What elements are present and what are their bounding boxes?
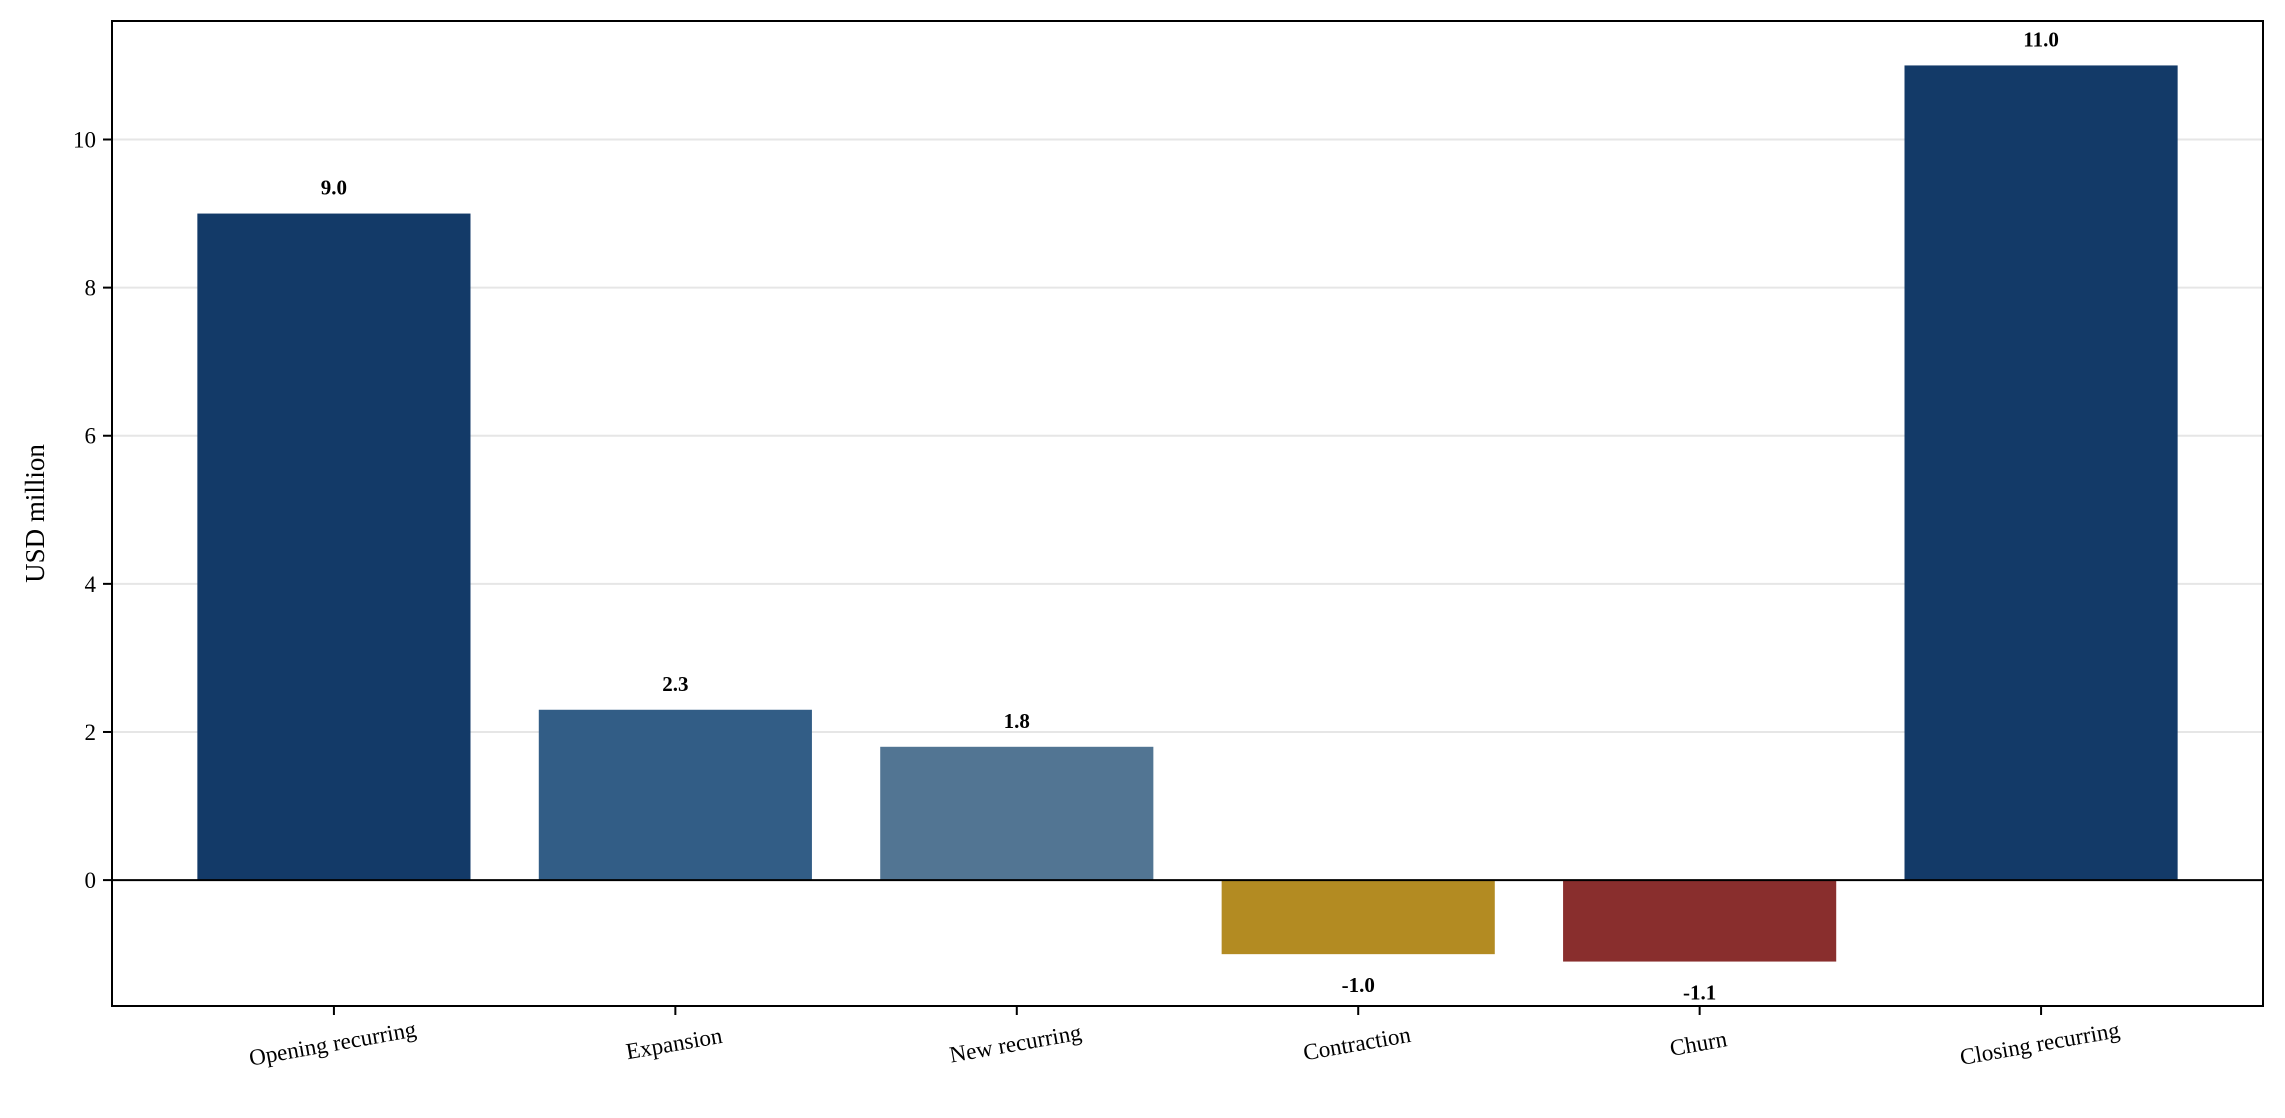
y-tick-label: 4 — [85, 572, 97, 597]
y-tick-label: 2 — [85, 720, 97, 745]
bars-layer — [197, 65, 2178, 962]
x-tick-label: Opening recurring — [247, 1017, 419, 1071]
x-tick-label: New recurring — [948, 1020, 1084, 1068]
data-label: -1.1 — [1683, 981, 1716, 1005]
bar — [1563, 880, 1837, 962]
y-axis-title: USD million — [20, 444, 50, 583]
data-label: 1.8 — [1004, 709, 1030, 733]
data-label: 11.0 — [2023, 27, 2059, 51]
bar — [1904, 65, 2178, 881]
bar — [538, 709, 812, 881]
y-axis: 0 2 4 6 8 10 — [73, 127, 112, 893]
y-tick-label: 10 — [73, 127, 96, 152]
bar — [197, 213, 471, 881]
y-tick-label: 0 — [85, 868, 97, 893]
data-label: 9.0 — [321, 176, 347, 200]
y-tick-label: 8 — [85, 276, 97, 301]
x-tick-label: Contraction — [1301, 1022, 1413, 1066]
y-tick-label: 6 — [85, 424, 97, 449]
x-tick-label: Expansion — [624, 1023, 724, 1065]
x-tick-label: Closing recurring — [1958, 1017, 2122, 1070]
bar — [880, 746, 1154, 881]
x-axis: Opening recurring Expansion New recurring C… — [247, 1006, 2122, 1071]
data-labels-layer: 9.0 2.3 1.8 -1.0 -1.1 11.0 — [321, 27, 2059, 1004]
x-tick-label: Churn — [1668, 1026, 1729, 1061]
bar — [1221, 880, 1495, 955]
data-label: -1.0 — [1342, 973, 1375, 997]
data-label: 2.3 — [662, 672, 688, 696]
plot-frame — [111, 20, 2264, 1007]
